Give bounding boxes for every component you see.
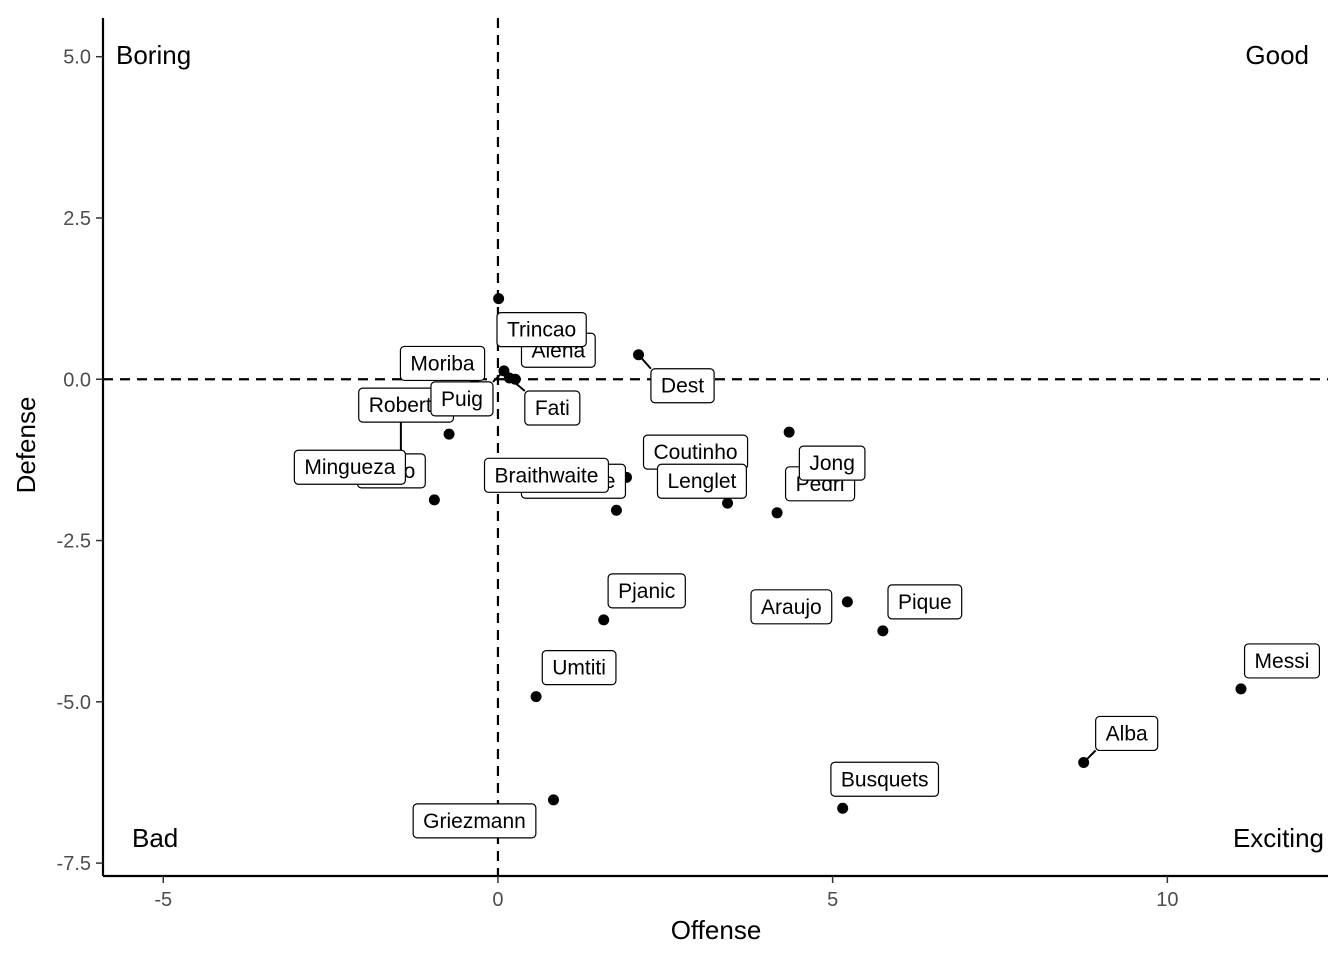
- label-box: [483, 457, 610, 493]
- label-box: [524, 390, 581, 426]
- label-box: [750, 589, 833, 625]
- x-axis-title: Offense: [671, 915, 762, 945]
- point-label-text: Dest: [661, 375, 704, 398]
- point-label-umtiti: Umtiti: [541, 650, 617, 686]
- point-label-messi: Messi: [1243, 643, 1321, 679]
- label-box: [607, 573, 686, 609]
- label-box: [496, 312, 587, 348]
- point-dest: [633, 349, 645, 361]
- point-pique: [877, 625, 889, 637]
- point-label-mingueza: Mingueza: [293, 449, 407, 485]
- point-label-araujo: Araujo: [750, 589, 833, 625]
- label-leader-lines: [399, 354, 1097, 764]
- axes: [101, 18, 1328, 878]
- point-griezmann: [548, 794, 560, 806]
- point-label-text: Moriba: [410, 352, 475, 375]
- point-label-text: Lenglet: [667, 470, 736, 493]
- point-label-roberto: Roberto: [358, 387, 455, 423]
- x-tick-label: 5: [827, 889, 838, 911]
- point-label-griezmann: Griezmann: [412, 803, 537, 839]
- x-tick-label: -5: [154, 889, 172, 911]
- x-tick-label: 0: [492, 889, 503, 911]
- point-busquets: [837, 802, 849, 814]
- point-jong: [783, 426, 795, 438]
- point-label-text: Braithwaite: [495, 464, 599, 487]
- point-label-text: Araujo: [761, 596, 822, 619]
- label-box: [798, 445, 866, 481]
- point-label-alba: Alba: [1095, 715, 1159, 752]
- point-label-text: Puig: [441, 388, 483, 411]
- quadrant-label-bottom-right: Exciting: [1233, 823, 1324, 853]
- label-box: [541, 650, 617, 686]
- y-tick-label: 0.0: [63, 369, 91, 391]
- point-messi: [1235, 683, 1247, 695]
- y-tick-label: -5.0: [57, 692, 91, 714]
- point-pedri: [771, 507, 783, 519]
- quadrant-label-bottom-left: Bad: [132, 823, 178, 853]
- point-label-text: Fati: [535, 397, 570, 420]
- label-box: [1095, 715, 1159, 752]
- label-box: [656, 463, 747, 499]
- label-box: [293, 449, 407, 485]
- point-firpo: [428, 494, 440, 506]
- y-tick-label: 5.0: [63, 47, 91, 69]
- point-alba: [1078, 756, 1090, 768]
- point-label-fati: Fati: [524, 390, 581, 426]
- point-label-text: Pjanic: [618, 580, 675, 603]
- point-label-busquets: Busquets: [830, 761, 940, 797]
- point-label-text: Alba: [1106, 722, 1148, 745]
- point-label-moriba: Moriba: [399, 345, 486, 382]
- y-tick-label: -7.5: [57, 853, 91, 875]
- point-label-lenglet: Lenglet: [656, 463, 747, 499]
- point-label-text: Trincao: [507, 319, 576, 342]
- label-box: [1243, 643, 1321, 679]
- point-label-puig: Puig: [430, 381, 494, 417]
- x-tick-label: 10: [1156, 889, 1178, 911]
- point-label-jong: Jong: [798, 445, 866, 481]
- point-trincao: [493, 293, 505, 305]
- point-label-trincao: Trincao: [496, 312, 587, 348]
- label-box: [399, 345, 486, 382]
- label-box: [430, 381, 494, 417]
- point-label-pjanic: Pjanic: [607, 573, 686, 609]
- point-label-text: Mingueza: [304, 456, 395, 479]
- data-points: [395, 293, 1247, 814]
- label-box: [830, 761, 940, 797]
- point-pjanic: [598, 614, 610, 626]
- point-label-pique: Pique: [887, 584, 963, 620]
- point-label-text: Roberto: [369, 394, 444, 417]
- label-box: [650, 368, 715, 404]
- point-label-text: Messi: [1255, 650, 1310, 673]
- point-araujo: [841, 596, 853, 608]
- quadrant-label-top-right: Good: [1245, 40, 1309, 70]
- reference-lines: [103, 18, 1328, 876]
- label-box: [412, 803, 537, 839]
- point-label-text: Jong: [809, 452, 855, 475]
- point-label-text: Umtiti: [552, 657, 606, 680]
- y-axis-title: Defense: [11, 397, 41, 494]
- x-axis-ticks: -5 0 5 10: [154, 876, 1178, 911]
- point-label-text: Pique: [898, 591, 952, 614]
- point-umtiti: [530, 691, 542, 703]
- point-label-coutinho: Coutinho: [642, 434, 749, 470]
- point-label-braithwaite: Braithwaite: [483, 457, 610, 493]
- point-labels: Busquets Griezmann Alba Umtiti Messi Pique Pja…: [293, 312, 1321, 839]
- point-label-dest: Dest: [650, 368, 715, 404]
- point-label-text: Busquets: [841, 768, 929, 791]
- point-label-text: Griezmann: [423, 810, 526, 833]
- point-puig: [498, 365, 510, 377]
- point-dembele: [610, 504, 622, 516]
- y-axis-ticks: -7.5 -5.0 -2.5 0.0 2.5 5.0: [57, 47, 103, 875]
- label-box: [887, 584, 963, 620]
- quadrant-label-top-left: Boring: [116, 40, 191, 70]
- point-label-text: Coutinho: [654, 441, 738, 464]
- point-coutinho: [722, 497, 734, 509]
- y-tick-label: -2.5: [57, 531, 91, 553]
- quadrant-labels: Boring Good Bad Exciting: [116, 40, 1324, 853]
- point-roberto: [443, 428, 455, 440]
- y-tick-label: 2.5: [63, 208, 91, 230]
